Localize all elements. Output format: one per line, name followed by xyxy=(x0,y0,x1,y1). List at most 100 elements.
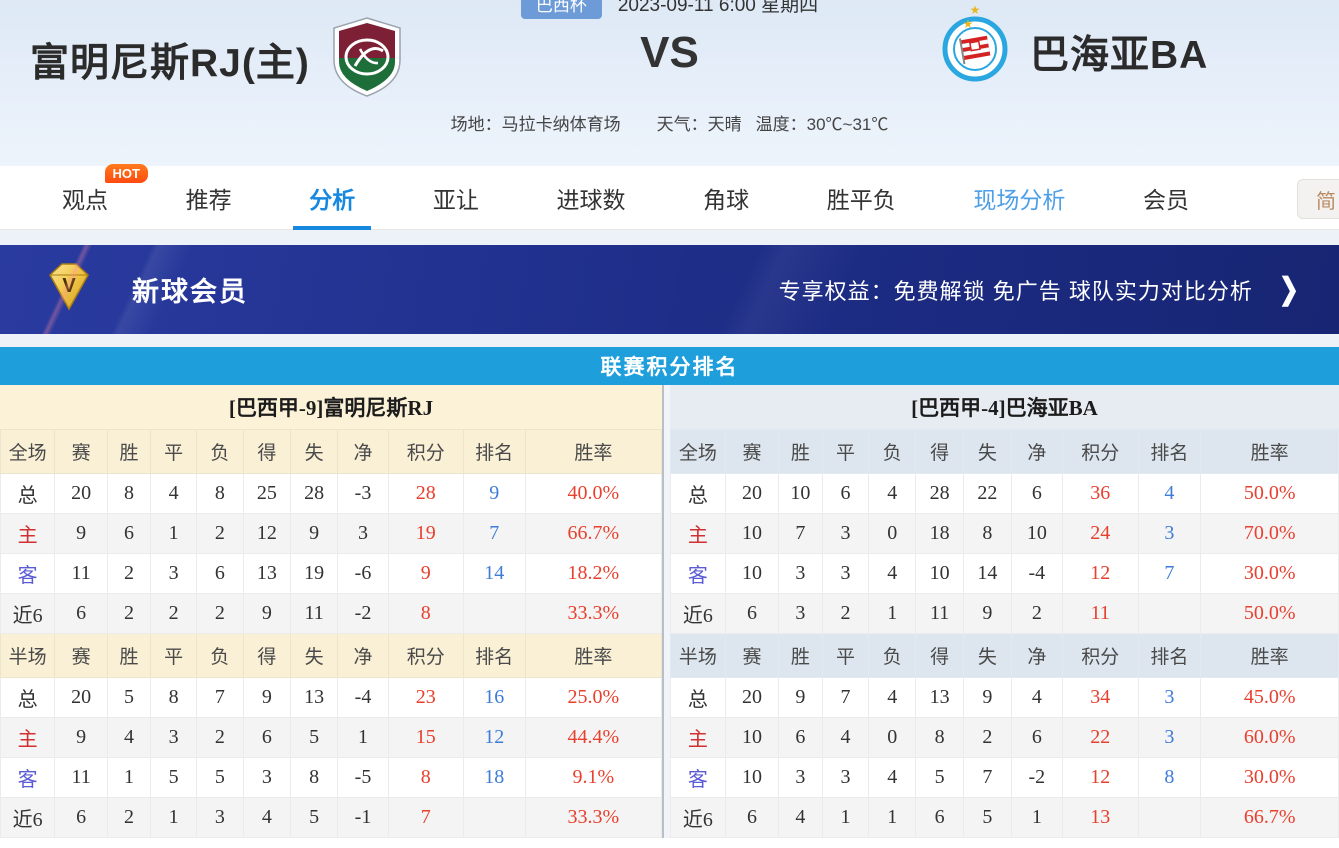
column-header: 排名 xyxy=(1137,429,1202,474)
stat-cell: 10 xyxy=(724,757,780,798)
stats-row: 客 11 1 5 5 3 8 -5 8 18 9.1% xyxy=(0,757,663,798)
stat-cell: 10 xyxy=(915,553,965,594)
stat-cell: 20 xyxy=(54,473,109,514)
row-label: 主 xyxy=(0,717,56,758)
member-banner-left: V 新球会员 xyxy=(40,259,248,320)
stats-row: 主 9 6 1 2 12 9 3 19 7 66.7% xyxy=(0,513,663,554)
stat-cell xyxy=(1137,593,1202,634)
stat-cell: 8 xyxy=(196,473,244,514)
language-toggle-button[interactable]: 简 xyxy=(1297,179,1339,219)
stat-cell: 11 xyxy=(290,593,339,634)
column-header: 赛 xyxy=(54,429,109,474)
column-header: 净 xyxy=(337,429,389,474)
tab-member[interactable]: 会员 xyxy=(1143,186,1189,213)
column-header: 负 xyxy=(868,633,917,678)
stat-cell: 5 xyxy=(915,757,965,798)
stat-cell: 19 xyxy=(387,513,464,554)
home-team: 富明尼斯RJ(主) xyxy=(30,16,404,103)
stat-cell: 6 xyxy=(778,717,823,758)
stat-cell: 9 xyxy=(242,593,292,634)
match-header: 巴西杯 2023-09-11 6:00 星期四 富明尼斯RJ(主) VS ★ ★ xyxy=(0,0,1339,166)
tab-live-analysis[interactable]: 现场分析 xyxy=(973,186,1066,213)
column-header: 得 xyxy=(915,429,965,474)
stat-cell: 6 xyxy=(1010,717,1064,758)
stat-cell: 1 xyxy=(868,593,917,634)
tab-analysis[interactable]: 分析 xyxy=(309,181,355,215)
stat-cell: 2 xyxy=(107,553,152,594)
stat-cell: 22 xyxy=(963,473,1012,514)
column-header: 积分 xyxy=(1062,429,1139,474)
stat-cell: 9 xyxy=(963,677,1012,718)
stat-cell: 13 xyxy=(242,553,292,594)
stat-cell: 10 xyxy=(724,513,780,554)
column-header: 净 xyxy=(337,633,389,678)
stat-cell: 12 xyxy=(242,513,292,554)
stat-cell: 3 xyxy=(778,553,823,594)
stat-cell: 3 xyxy=(150,553,198,594)
tab-corners[interactable]: 角球 xyxy=(703,186,750,213)
stat-cell: 45.0% xyxy=(1200,677,1339,718)
away-team-crest-icon: ★ ★ xyxy=(942,3,1008,87)
stat-cell: 9 xyxy=(778,677,823,718)
tab-recommend[interactable]: 推荐 xyxy=(185,186,232,213)
stats-row: 主 9 4 3 2 6 5 1 15 12 44.4% xyxy=(0,717,663,758)
stat-cell: 23 xyxy=(387,677,464,718)
row-label: 总 xyxy=(670,473,726,514)
stat-cell: 10 xyxy=(724,717,780,758)
tab-goals[interactable]: 进球数 xyxy=(556,186,626,213)
row-label: 近6 xyxy=(670,593,726,634)
stat-cell: 1 xyxy=(821,797,870,838)
stat-cell: 3 xyxy=(337,513,389,554)
stat-cell: 8 xyxy=(387,757,464,798)
row-label: 近6 xyxy=(0,797,56,838)
stat-cell: 11 xyxy=(54,757,109,798)
stat-cell: 6 xyxy=(107,513,152,554)
tab-bar: 观点 HOT 推荐 分析 亚让 进球数 角球 胜平负 现场分析 会员 简 xyxy=(0,163,1339,230)
stat-cell xyxy=(462,593,526,634)
column-header: 负 xyxy=(196,633,244,678)
member-banner-title: 新球会员 xyxy=(132,277,248,307)
stat-cell: 3 xyxy=(1137,677,1202,718)
stat-cell: 6 xyxy=(196,553,244,594)
row-label: 客 xyxy=(0,553,56,594)
tab-win-draw-lose[interactable]: 胜平负 xyxy=(826,186,896,213)
stat-cell xyxy=(1137,797,1202,838)
stat-cell: 6 xyxy=(724,593,780,634)
league-badge: 巴西杯 xyxy=(520,0,602,19)
stat-cell: -3 xyxy=(337,473,389,514)
stat-cell: -4 xyxy=(337,677,389,718)
venue-weather-row: 场地：马拉卡纳体育场 天气：天晴 温度：30℃~31℃ xyxy=(0,110,1339,135)
stats-row: 近6 6 4 1 1 6 5 1 13 66.7% xyxy=(670,797,1339,838)
weather-label: 天气：天晴 xyxy=(656,115,742,134)
column-header: 积分 xyxy=(387,429,464,474)
stat-cell: 66.7% xyxy=(1200,797,1339,838)
stat-cell: 24 xyxy=(1062,513,1139,554)
away-team: ★ ★ 巴海亚BA xyxy=(942,3,1208,87)
member-benefits-text: 专享权益：免费解锁 免广告 球队实力对比分析 xyxy=(778,278,1253,304)
stats-row: 总 20 5 8 7 9 13 -4 23 16 25.0% xyxy=(0,677,663,718)
member-banner[interactable]: V 新球会员 专享权益：免费解锁 免广告 球队实力对比分析 ❯ xyxy=(0,245,1339,334)
match-datetime: 2023-09-11 6:00 星期四 xyxy=(617,0,819,16)
stat-cell: 33.3% xyxy=(524,797,663,838)
tab-asian-handicap[interactable]: 亚让 xyxy=(432,186,479,213)
stat-cell: 36 xyxy=(1062,473,1139,514)
stat-cell: 0 xyxy=(868,717,917,758)
stat-cell: 9 xyxy=(54,717,109,758)
stat-cell: 9 xyxy=(242,677,292,718)
stat-cell: 20 xyxy=(54,677,109,718)
stat-cell: 4 xyxy=(242,797,292,838)
stats-row: 总 20 10 6 4 28 22 6 36 4 50.0% xyxy=(670,473,1339,514)
venue-label: 场地：马拉卡纳体育场 xyxy=(450,115,621,134)
stat-cell xyxy=(462,797,526,838)
stat-cell: 22 xyxy=(1062,717,1139,758)
stat-cell: 6 xyxy=(724,797,780,838)
tab-viewpoint[interactable]: 观点 HOT xyxy=(62,163,148,215)
stat-cell: 8 xyxy=(1137,757,1202,798)
row-label: 总 xyxy=(670,677,726,718)
stat-cell: 10 xyxy=(778,473,823,514)
stat-cell: 7 xyxy=(387,797,464,838)
stat-cell: 6 xyxy=(54,797,109,838)
stat-cell: 28 xyxy=(387,473,464,514)
stats-row: 客 11 2 3 6 13 19 -6 9 14 18.2% xyxy=(0,553,663,594)
stat-cell: 13 xyxy=(290,677,339,718)
